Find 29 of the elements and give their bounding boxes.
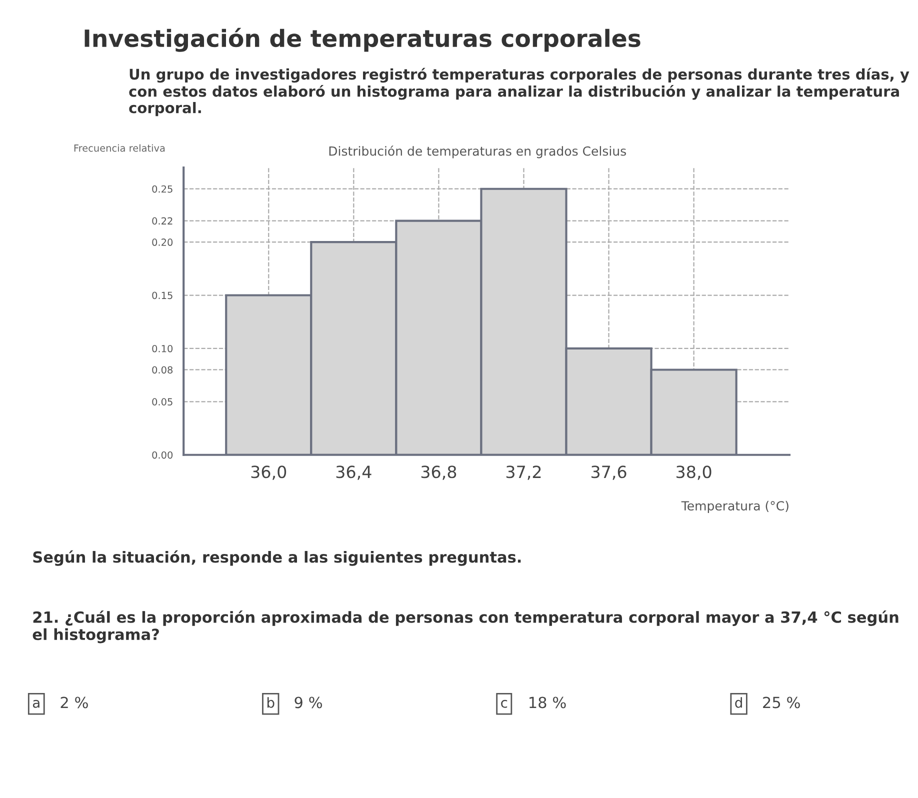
y-tick-label: 0.00 [152,451,173,459]
y-tick-label: 0.10 [152,344,173,352]
text: 21. ¿Cuál es la proporción aproximada de personas con temperatura corporal mayor a 37,4 °C según el histograma? [32,610,898,644]
y-tick-label: 0.20 [152,238,173,246]
text: 18 % [530,696,566,708]
text: Según la situación, responde a las siguientes preguntas. [33,550,521,566]
text: Distribución de temperaturas en grados Celsius [329,146,626,158]
y-tick-label: 0.15 [152,292,172,300]
text: a [32,700,40,708]
y-tick-label: 0.08 [152,366,173,374]
text: c [501,700,508,708]
text: 9 % [294,696,322,708]
x-tick-label: 36,0 [251,466,286,480]
x-tick-label: 37,6 [591,466,626,480]
x-tick-label: 36,4 [336,466,372,480]
chart-subtitle: Un grupo de investigadores registró temperaturas corporales de personas durante tres días, y con estos datos elaboró un histograma para analizar la distribución y analizar la temperatura corporal. [129,68,910,116]
x-axis-title: Temperatura (°C) [681,500,788,513]
y-tick-label: 0.22 [152,217,172,225]
text: 25 % [763,696,800,708]
x-tick-label: 36,8 [421,466,456,480]
y-axis-title: Frecuencia relativa [74,144,165,152]
text: d [735,697,742,708]
text: 2 % [60,696,88,708]
y-tick-label: 0.05 [152,398,172,406]
x-tick-label: 37,2 [506,466,541,480]
x-tick-label: 38,0 [676,466,712,480]
chart-title: Investigación de temperaturas corporales [84,28,640,52]
y-tick-label: 0.25 [152,185,172,193]
text: b [267,697,274,708]
